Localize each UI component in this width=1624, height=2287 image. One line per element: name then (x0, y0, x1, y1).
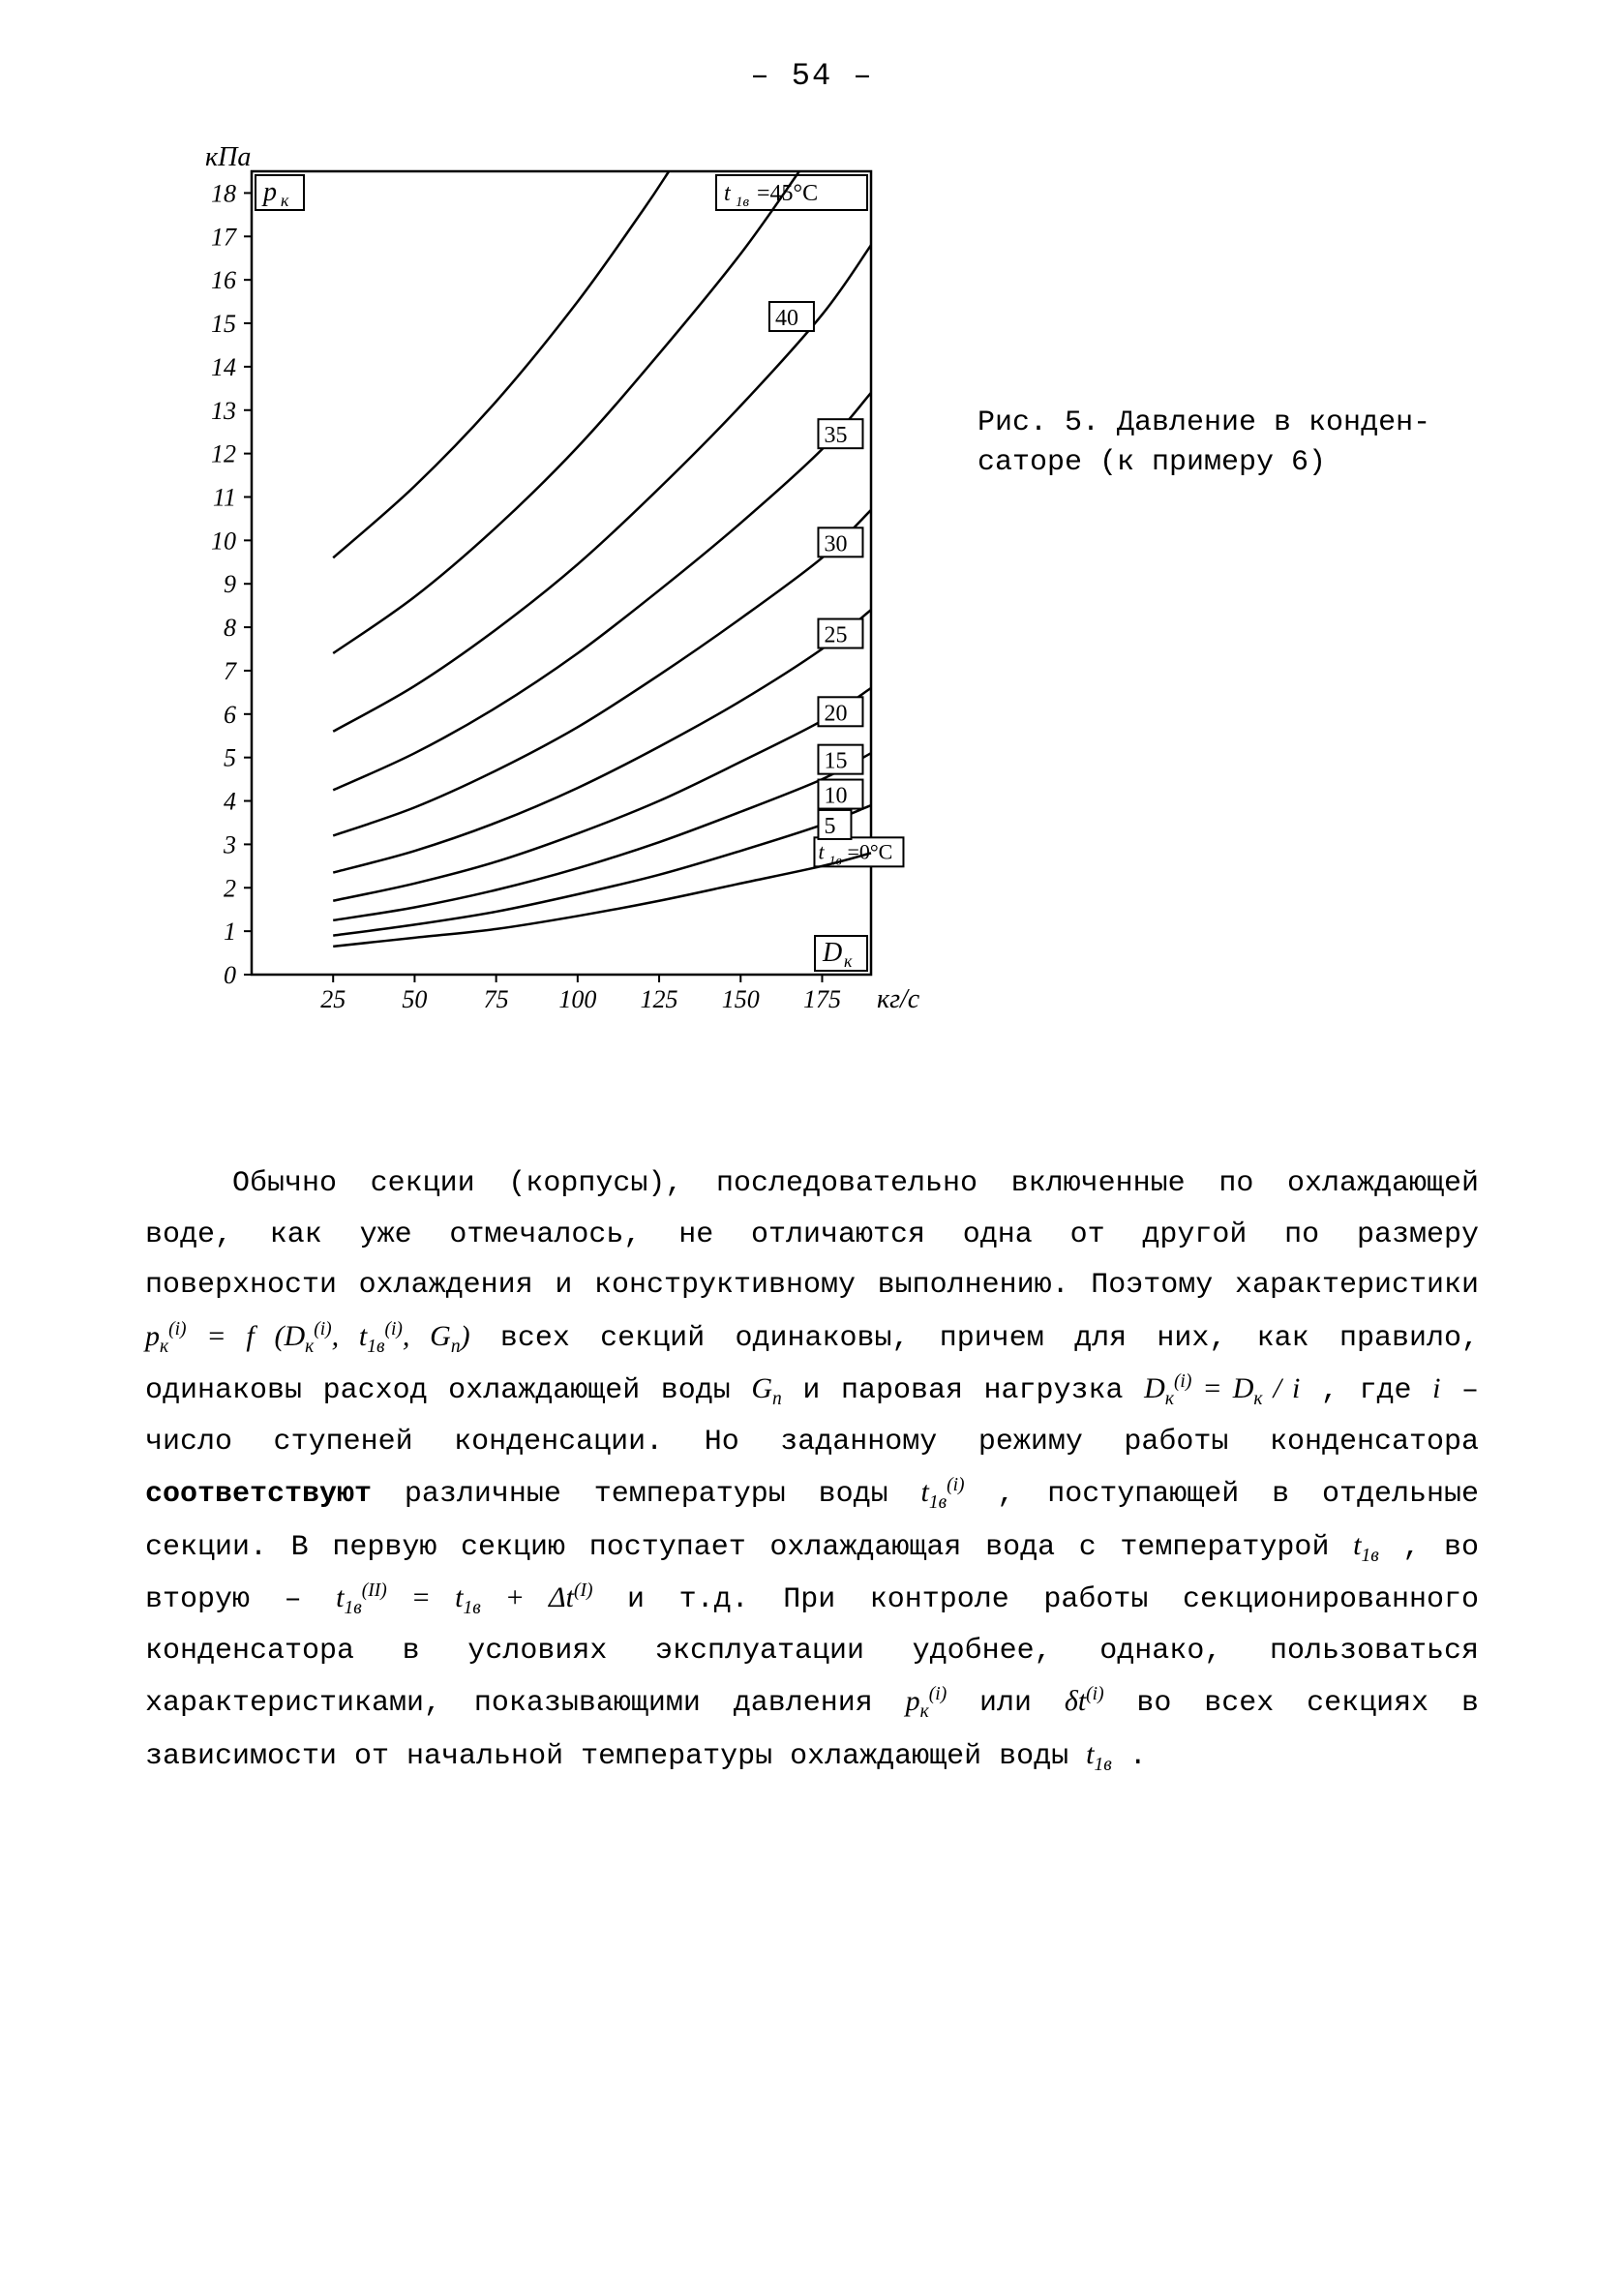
svg-text:5: 5 (824, 814, 835, 839)
svg-text:8: 8 (224, 614, 236, 642)
svg-text:13: 13 (211, 397, 236, 425)
svg-text:10: 10 (211, 527, 236, 555)
svg-text:=0°С: =0°С (847, 839, 892, 863)
svg-text:4: 4 (224, 788, 236, 816)
figure-row: 0123456789101112131415161718255075100125… (145, 133, 1479, 1062)
svg-text:25: 25 (824, 623, 847, 648)
svg-text:к: к (844, 951, 853, 971)
svg-text:7: 7 (224, 657, 237, 685)
svg-text:1: 1 (224, 918, 236, 946)
svg-text:2: 2 (224, 874, 236, 902)
svg-text:40: 40 (775, 306, 798, 331)
svg-text:5: 5 (224, 744, 236, 772)
svg-text:9: 9 (224, 570, 236, 598)
svg-text:D: D (822, 938, 842, 968)
svg-text:25: 25 (320, 985, 346, 1013)
svg-text:16: 16 (211, 266, 236, 294)
svg-text:75: 75 (484, 985, 509, 1013)
svg-text:150: 150 (722, 985, 760, 1013)
svg-text:0: 0 (224, 961, 236, 989)
svg-text:20: 20 (824, 701, 847, 726)
svg-text:p: p (261, 177, 277, 207)
svg-text:175: 175 (803, 985, 841, 1013)
svg-text:17: 17 (211, 223, 237, 251)
svg-text:к: к (281, 191, 289, 210)
svg-text:10: 10 (824, 784, 847, 809)
chart: 0123456789101112131415161718255075100125… (145, 133, 939, 1062)
svg-text:100: 100 (558, 985, 596, 1013)
svg-text:12: 12 (211, 440, 236, 468)
svg-text:6: 6 (224, 701, 236, 729)
svg-text:15: 15 (211, 310, 236, 338)
svg-text:125: 125 (641, 985, 678, 1013)
svg-text:18: 18 (211, 179, 236, 207)
svg-text:t: t (818, 839, 825, 863)
svg-text:15: 15 (824, 749, 847, 774)
svg-text:кПа: кПа (205, 142, 251, 172)
svg-text:50: 50 (402, 985, 427, 1013)
figure-caption: Рис. 5. Давление в конден- саторе (к при… (977, 404, 1430, 482)
svg-text:11: 11 (213, 483, 236, 511)
svg-text:3: 3 (223, 830, 236, 858)
svg-text:кг/с: кг/с (877, 984, 920, 1014)
svg-text:14: 14 (211, 353, 236, 381)
svg-text:=45°С: =45°С (757, 181, 818, 206)
svg-text:1в: 1в (736, 195, 750, 210)
svg-text:30: 30 (824, 531, 847, 557)
body-paragraph: Обычно секции (корпусы), последовательно… (145, 1159, 1479, 1782)
page-number: – 54 – (145, 58, 1479, 94)
svg-text:35: 35 (824, 423, 847, 448)
